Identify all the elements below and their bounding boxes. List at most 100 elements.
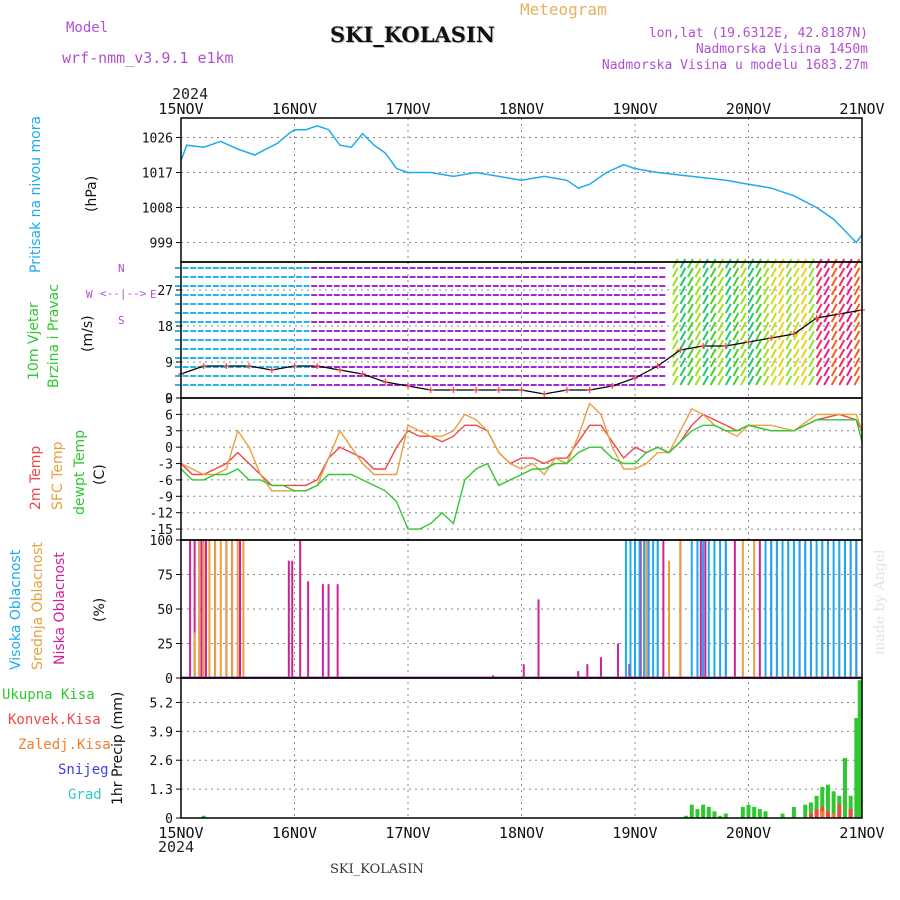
- wind-barb: [800, 339, 808, 350]
- cloud-bar: [208, 540, 211, 678]
- x-label-top: 19NOV: [612, 100, 657, 118]
- lonlat-text: lon,lat (19.6312E, 42.8187N): [648, 26, 868, 41]
- wind-barb: [717, 366, 725, 377]
- wind-barb: [830, 258, 838, 269]
- x-label-top: 20NOV: [726, 100, 771, 118]
- wind-barb: [815, 276, 823, 287]
- wind-barb: [747, 303, 755, 314]
- pressure-ylabel: Pritisak na nivou mora: [28, 115, 44, 273]
- wind-barb: [815, 303, 823, 314]
- wind-speed-marker: [359, 371, 366, 377]
- wind-barb: [800, 276, 808, 287]
- precip-bar: [740, 806, 745, 818]
- wind-barb: [687, 267, 694, 278]
- x-label-top: 15NOV: [158, 100, 203, 118]
- wind-barb: [732, 294, 740, 305]
- cloud-bar: [719, 540, 722, 678]
- wind-barb: [687, 294, 694, 305]
- wind-barb: [762, 312, 770, 323]
- precip-legend-hail: Grad: [68, 787, 102, 803]
- wind-barb: [800, 348, 808, 359]
- wind-barb: [823, 348, 831, 359]
- wind-barb: [845, 321, 853, 332]
- wind-barb: [793, 258, 800, 269]
- wind-barb: [793, 339, 800, 350]
- wind-barb: [671, 366, 679, 377]
- wind-barb: [747, 321, 755, 332]
- wind-barb: [800, 312, 808, 323]
- wind-barb: [830, 294, 838, 305]
- wind-barb: [671, 258, 679, 269]
- wind-barb: [823, 294, 831, 305]
- y-tick-label: 75: [157, 569, 173, 584]
- cloud-bar: [804, 540, 807, 678]
- wind-barb: [823, 321, 831, 332]
- precip-bar: [752, 806, 757, 818]
- wind-barb: [830, 285, 838, 296]
- wind-barb: [679, 267, 687, 278]
- precip-legend-snow: Snijeg: [58, 762, 109, 778]
- wind-barb: [709, 267, 717, 278]
- wind-barb: [770, 348, 778, 359]
- cloud-bar: [643, 540, 646, 678]
- wind-barb: [800, 357, 808, 368]
- wind-barb: [732, 321, 740, 332]
- precip-bar: [757, 809, 762, 818]
- wind-barb: [808, 321, 815, 332]
- cloud-bar: [855, 540, 858, 678]
- wind-barb: [838, 267, 846, 278]
- wind-barb: [815, 267, 823, 278]
- y-tick-label: 6: [165, 408, 173, 423]
- wind-speed-marker: [268, 367, 275, 373]
- y-tick-label: 5.2: [150, 696, 173, 711]
- year-top: 2024: [172, 85, 209, 103]
- cloud-bar: [652, 540, 655, 678]
- wind-barb: [709, 294, 717, 305]
- wind-barb: [709, 312, 717, 323]
- wind-barb: [679, 294, 687, 305]
- wind-barb: [808, 357, 815, 368]
- wind-barb: [687, 303, 694, 314]
- wind-barb: [671, 303, 679, 314]
- temp-ylabel-2m: 2m Temp: [28, 445, 44, 510]
- wind-barb: [830, 348, 838, 359]
- wind-barb: [717, 285, 725, 296]
- wind-barb: [717, 321, 725, 332]
- cloud-bar: [204, 540, 207, 678]
- x-label-bottom: 20NOV: [726, 824, 771, 842]
- wind-barb: [815, 321, 823, 332]
- wind-speed-marker: [768, 335, 775, 341]
- wind-barb: [709, 258, 717, 269]
- wind-barb: [732, 267, 740, 278]
- wind-barb: [755, 321, 762, 332]
- credit-text: made by Angel: [872, 549, 888, 656]
- wind-barb: [679, 258, 687, 269]
- wind-speed-marker: [473, 387, 480, 393]
- wind-barb: [755, 303, 762, 314]
- wind-barb: [823, 375, 831, 386]
- wind-barb: [762, 276, 770, 287]
- wind-speed-marker: [563, 387, 570, 393]
- wind-speed-marker: [654, 363, 661, 369]
- wind-barb: [740, 258, 747, 269]
- wind-barb: [732, 285, 740, 296]
- wind-barb: [709, 276, 717, 287]
- wind-barb: [800, 366, 808, 377]
- wind-barb: [770, 285, 778, 296]
- cloud-bar: [843, 540, 846, 678]
- model-altitude-text: Nadmorska Visina u modelu 1683.27m: [601, 58, 868, 73]
- y-tick-label: 1008: [142, 202, 173, 217]
- wind-speed-marker: [836, 311, 843, 317]
- wind-barb: [793, 321, 800, 332]
- precip-bar: [831, 791, 836, 818]
- station-title: SKI_KOLASIN: [330, 22, 495, 47]
- wind-barb: [830, 276, 838, 287]
- cloud-bar: [299, 540, 302, 678]
- wind-barb: [853, 357, 861, 368]
- cloud-bar: [307, 581, 310, 678]
- wind-barb: [724, 339, 732, 350]
- wind-barb: [823, 330, 831, 341]
- wind-barb: [747, 267, 755, 278]
- wind-barb: [853, 267, 861, 278]
- precip-bar: [808, 813, 813, 818]
